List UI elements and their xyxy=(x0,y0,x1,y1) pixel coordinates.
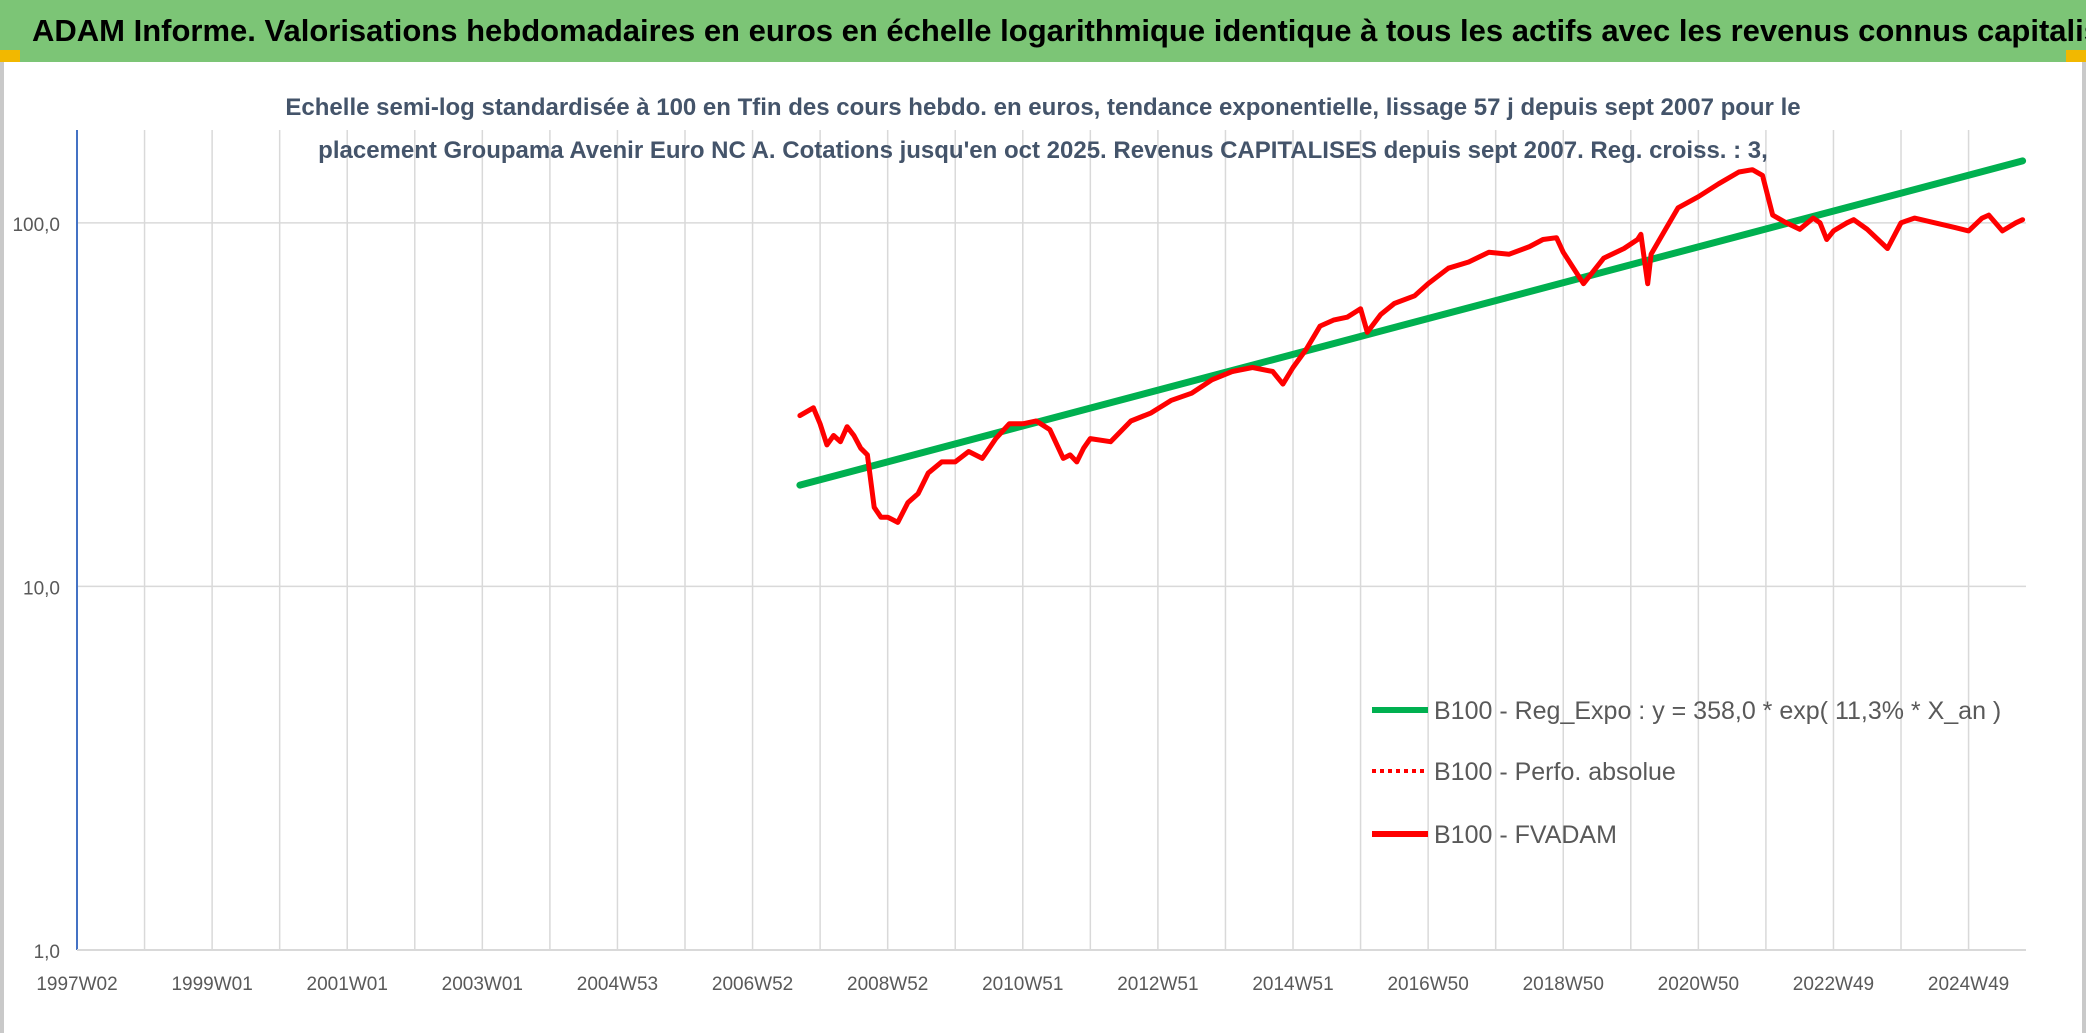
legend-label-fvadam: B100 - FVADAM xyxy=(1434,821,1617,849)
y-tick-label: 1,0 xyxy=(34,942,60,963)
x-tick-label: 2003W01 xyxy=(442,974,523,995)
x-tick-label: 2004W53 xyxy=(577,974,658,995)
chart-frame xyxy=(0,62,2086,1033)
x-tick-label: 2016W50 xyxy=(1387,974,1468,995)
x-tick-label: 2010W51 xyxy=(982,974,1063,995)
chart-title-line-2: placement Groupama Avenir Euro NC A. Cot… xyxy=(318,137,1768,164)
x-tick-label: 2024W49 xyxy=(1928,974,2009,995)
legend-item-trend: B100 - Reg_Expo : y = 358,0 * exp( 11,3%… xyxy=(1372,697,2001,725)
grid-layer xyxy=(77,130,2026,950)
x-tick-label: 2008W52 xyxy=(847,974,928,995)
y-tick-label: 10,0 xyxy=(23,578,60,599)
corner-marker-right xyxy=(2066,50,2086,62)
series-line-2 xyxy=(797,167,2026,525)
x-tick-label: 2001W01 xyxy=(307,974,388,995)
x-tick-label: 2022W49 xyxy=(1793,974,1874,995)
x-tick-label: 1997W02 xyxy=(36,974,117,995)
legend: B100 - Reg_Expo : y = 358,0 * exp( 11,3%… xyxy=(1372,697,2001,849)
report-title: ADAM Informe. Valorisations hebdomadaire… xyxy=(32,13,2086,48)
series-layer xyxy=(796,157,2027,525)
x-tick-label: 1999W01 xyxy=(171,974,252,995)
x-tick-label: 2012W51 xyxy=(1117,974,1198,995)
legend-item-fvadam: B100 - FVADAM xyxy=(1372,821,1617,849)
x-tick-label: 2006W52 xyxy=(712,974,793,995)
legend-label-perfo: B100 - Perfo. absolue xyxy=(1434,758,1676,786)
chart-title-line-1: Echelle semi-log standardisée à 100 en T… xyxy=(285,94,1800,121)
x-tick-label: 2014W51 xyxy=(1252,974,1333,995)
corner-marker-left xyxy=(0,50,20,62)
series-line-0 xyxy=(796,157,2027,489)
x-tick-label: 2020W50 xyxy=(1658,974,1739,995)
legend-item-perfo: B100 - Perfo. absolue xyxy=(1372,758,1676,786)
legend-label-trend: B100 - Reg_Expo : y = 358,0 * exp( 11,3%… xyxy=(1434,697,2001,725)
report-banner: ADAM Informe. Valorisations hebdomadaire… xyxy=(0,0,2086,62)
axis-layer: 1,0 10,0 100,0 1997W02 1999W01 2001W01 2003W01… xyxy=(12,130,2026,995)
x-tick-label: 2018W50 xyxy=(1523,974,1604,995)
y-tick-label: 100,0 xyxy=(12,215,60,236)
